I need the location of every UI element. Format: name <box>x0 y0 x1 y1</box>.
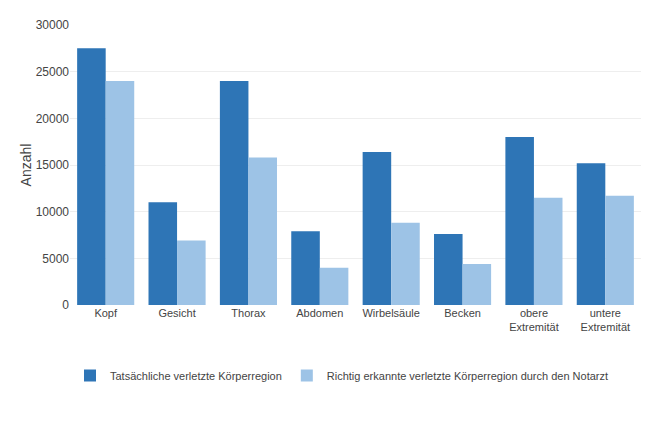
svg-text:Anzahl: Anzahl <box>18 144 34 187</box>
svg-text:0: 0 <box>62 298 69 312</box>
svg-text:Wirbelsäule: Wirbelsäule <box>362 307 419 319</box>
svg-text:Becken: Becken <box>444 307 481 319</box>
svg-text:10000: 10000 <box>36 205 70 219</box>
svg-text:15000: 15000 <box>36 158 70 172</box>
svg-text:untereExtremität: untereExtremität <box>581 307 631 333</box>
svg-text:25000: 25000 <box>36 65 70 79</box>
svg-text:Kopf: Kopf <box>94 307 118 319</box>
svg-text:20000: 20000 <box>36 112 70 126</box>
svg-text:obereExtremität: obereExtremität <box>509 307 559 333</box>
svg-text:Thorax: Thorax <box>231 307 266 319</box>
svg-text:Richtig erkannte verletzte Kör: Richtig erkannte verletzte Körperregion … <box>327 370 608 382</box>
svg-text:Gesicht: Gesicht <box>158 307 195 319</box>
svg-text:Tatsächliche verletzte Körperr: Tatsächliche verletzte Körperregion <box>110 370 282 382</box>
svg-text:Abdomen: Abdomen <box>296 307 343 319</box>
svg-text:30000: 30000 <box>36 18 70 32</box>
svg-text:5000: 5000 <box>42 252 69 266</box>
